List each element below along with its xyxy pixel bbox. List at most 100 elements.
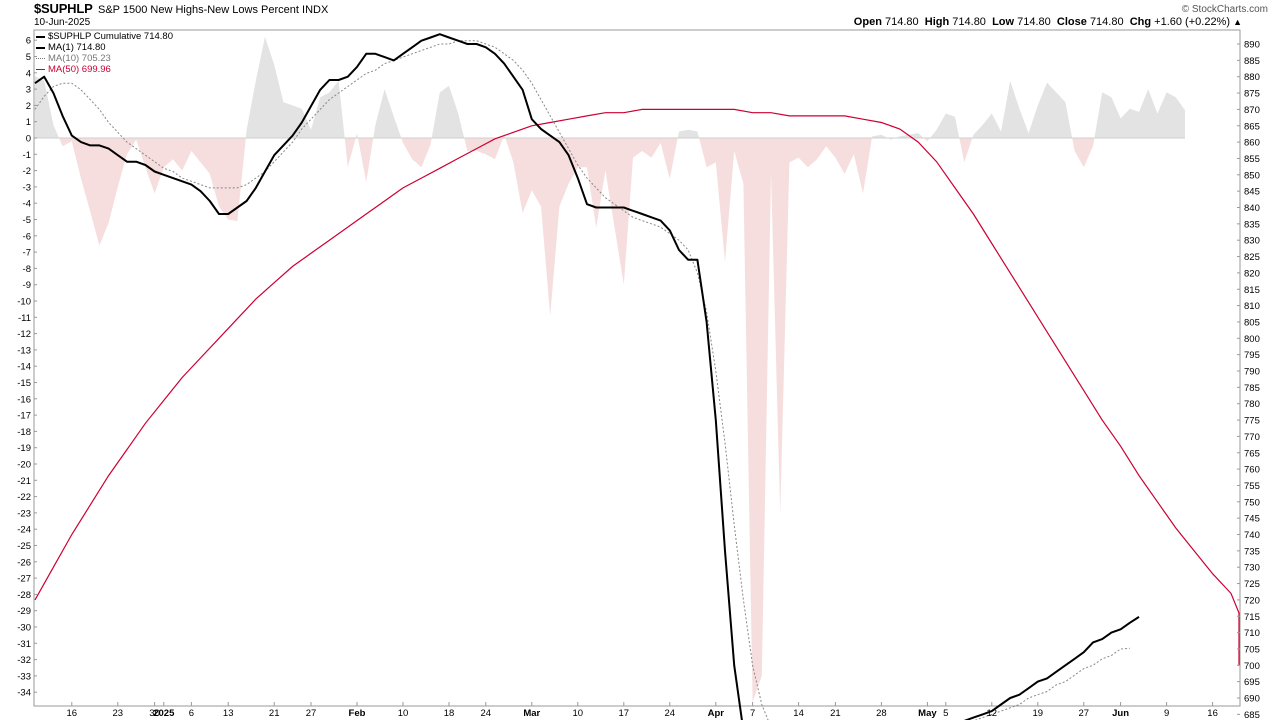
left-tick-label: -18 <box>17 427 31 438</box>
x-tick-label: 19 <box>1033 708 1044 719</box>
left-tick-label: -32 <box>17 655 31 666</box>
legend-swatch <box>36 58 45 59</box>
legend-label: MA(10) 705.23 <box>48 53 111 64</box>
close-value: 714.80 <box>1089 16 1124 28</box>
x-tick-label: 30 <box>149 708 160 719</box>
x-tick-label: 24 <box>665 708 676 719</box>
x-tick-label: 2025 <box>153 708 175 719</box>
x-tick-label: 27 <box>1079 708 1090 719</box>
open-value: 714.80 <box>884 16 919 28</box>
nhnl-positive-area <box>35 36 1185 138</box>
x-tick-label: 28 <box>876 708 887 719</box>
left-tick-label: -12 <box>17 329 31 340</box>
x-tick-label: 12 <box>987 708 998 719</box>
chg-label: Chg <box>1129 16 1152 28</box>
left-tick-label: -2 <box>23 166 31 177</box>
symbol-title: $SUPHLP <box>34 1 93 16</box>
left-tick-label: -34 <box>17 688 31 699</box>
legend-item-ma1: MA(1) 714.80 <box>36 42 173 53</box>
ohlc-readout: Open 714.80 High 714.80 Low 714.80 Close… <box>854 16 1242 28</box>
x-tick-label: May <box>918 708 937 719</box>
right-tick-label: 845 <box>1244 187 1260 198</box>
left-tick-label: -26 <box>17 557 31 568</box>
right-tick-label: 765 <box>1244 448 1260 459</box>
left-tick-label: -13 <box>17 345 31 356</box>
right-tick-label: 860 <box>1244 138 1260 149</box>
legend-item-cumulative: $SUPHLP Cumulative 714.80 <box>36 31 173 42</box>
x-tick-label: Feb <box>349 708 366 719</box>
right-axis: 890 885 880 875 870 865 860 855 850 845 840 835 830 8… <box>1237 40 1260 720</box>
x-tick-label: 21 <box>269 708 280 719</box>
left-tick-label: -23 <box>17 508 31 519</box>
x-tick-label: 16 <box>67 708 78 719</box>
exchange-label: INDX <box>302 4 329 16</box>
legend-label: MA(1) 714.80 <box>48 42 106 53</box>
right-tick-label: 745 <box>1244 514 1260 525</box>
left-tick-label: -19 <box>17 443 31 454</box>
right-tick-label: 690 <box>1244 694 1260 705</box>
left-tick-label: -1 <box>23 150 31 161</box>
x-tick-label: 24 <box>481 708 492 719</box>
left-tick-label: -16 <box>17 394 31 405</box>
left-tick-label: -28 <box>17 590 31 601</box>
close-label: Close <box>1056 16 1087 28</box>
x-tick-label: Mar <box>523 708 540 719</box>
cumulative-line <box>34 33 1140 720</box>
x-tick-label: Jun <box>1112 708 1129 719</box>
right-tick-label: 820 <box>1244 268 1260 279</box>
left-axis: 6 5 4 3 2 1 0 -1 -2 -3 -4 -5 -6 -7 -8 -9 -10 -11 -12 -13 -14… <box>17 36 37 699</box>
legend-label: MA(50) 699.96 <box>48 64 111 75</box>
left-tick-label: -27 <box>17 574 31 585</box>
right-tick-label: 705 <box>1244 644 1260 655</box>
right-tick-label: 715 <box>1244 612 1260 623</box>
left-tick-label: 0 <box>26 134 31 145</box>
left-tick-label: -22 <box>17 492 31 503</box>
left-tick-label: -5 <box>23 215 31 226</box>
left-tick-label: 1 <box>26 117 31 128</box>
left-tick-label: 4 <box>26 68 31 79</box>
x-tick-label: 6 <box>189 708 194 719</box>
left-tick-label: 6 <box>26 36 31 47</box>
ma50-line <box>34 108 1240 666</box>
right-tick-label: 890 <box>1244 40 1260 51</box>
open-label: Open <box>853 16 882 28</box>
description-text: S&P 1500 New Highs-New Lows Percent <box>98 4 299 16</box>
right-tick-label: 730 <box>1244 563 1260 574</box>
right-tick-label: 735 <box>1244 546 1260 557</box>
legend: $SUPHLP Cumulative 714.80 MA(1) 714.80 M… <box>36 31 173 75</box>
right-tick-label: 685 <box>1244 710 1260 720</box>
low-value: 714.80 <box>1017 16 1051 28</box>
right-tick-label: 785 <box>1244 383 1260 394</box>
right-tick-label: 875 <box>1244 89 1260 100</box>
right-tick-label: 710 <box>1244 628 1260 639</box>
line-layer <box>34 33 1240 720</box>
left-tick-label: -9 <box>23 280 31 291</box>
chart-date: 10-Jun-2025 <box>34 17 91 28</box>
left-tick-label: -8 <box>23 264 31 275</box>
right-tick-label: 700 <box>1244 661 1260 672</box>
right-tick-label: 800 <box>1244 334 1260 345</box>
left-tick-label: -14 <box>17 362 31 373</box>
x-tick-label: 16 <box>1207 708 1218 719</box>
right-tick-label: 725 <box>1244 579 1260 590</box>
brand-watermark[interactable]: © StockCharts.com <box>1181 4 1268 15</box>
right-tick-label: 750 <box>1244 497 1260 508</box>
x-tick-label: 18 <box>444 708 455 719</box>
right-tick-label: 815 <box>1244 285 1260 296</box>
right-tick-label: 775 <box>1244 416 1260 427</box>
right-tick-label: 865 <box>1244 121 1260 132</box>
legend-item-ma50: MA(50) 699.96 <box>36 64 173 75</box>
legend-swatch <box>36 46 45 49</box>
right-tick-label: 850 <box>1244 170 1260 181</box>
right-tick-label: 695 <box>1244 677 1260 688</box>
x-tick-label: 17 <box>619 708 630 719</box>
legend-swatch <box>36 69 45 70</box>
left-tick-label: -6 <box>23 231 31 242</box>
change-triangle-icon: ▲ <box>1233 17 1242 27</box>
legend-label: $SUPHLP Cumulative 714.80 <box>48 31 173 42</box>
right-tick-label: 805 <box>1244 317 1260 328</box>
legend-item-ma10: MA(10) 705.23 <box>36 53 173 64</box>
left-tick-label: -33 <box>17 671 31 682</box>
high-value: 714.80 <box>952 16 986 28</box>
right-tick-label: 760 <box>1244 465 1260 476</box>
